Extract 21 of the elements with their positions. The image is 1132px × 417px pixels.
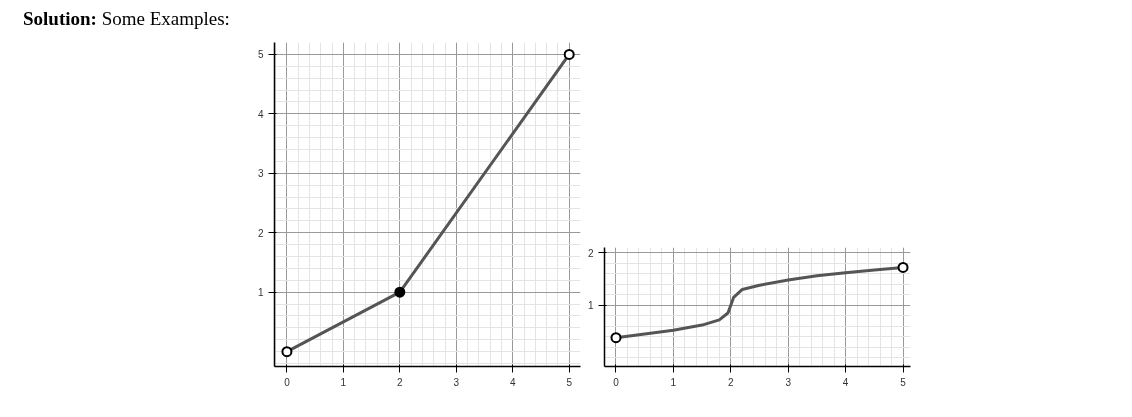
- x-tick-label: 2: [728, 376, 735, 388]
- point: [281, 346, 293, 358]
- point: [563, 48, 575, 60]
- y-tick-label: 5: [257, 49, 264, 61]
- x-tick-label: 4: [509, 376, 516, 388]
- y-tick-label: 4: [257, 108, 264, 120]
- x-tick-label: 0: [284, 376, 291, 388]
- x-tick-label: 5: [566, 376, 573, 388]
- x-tick-label: 1: [340, 376, 347, 388]
- x-tick-label: 5: [900, 376, 907, 388]
- x-tick-label: 3: [453, 376, 460, 388]
- chart-title: Solution: Some Examples:: [23, 8, 230, 29]
- point: [394, 286, 406, 298]
- y-tick-label: 2: [257, 227, 264, 239]
- y-tick-label: 3: [257, 168, 264, 180]
- x-tick-label: 4: [842, 376, 849, 388]
- x-tick-label: 1: [670, 376, 677, 388]
- x-tick-label: 2: [397, 376, 404, 388]
- x-tick-label: 3: [785, 376, 792, 388]
- x-tick-label: 0: [613, 376, 620, 388]
- y-tick-label: 1: [257, 287, 264, 299]
